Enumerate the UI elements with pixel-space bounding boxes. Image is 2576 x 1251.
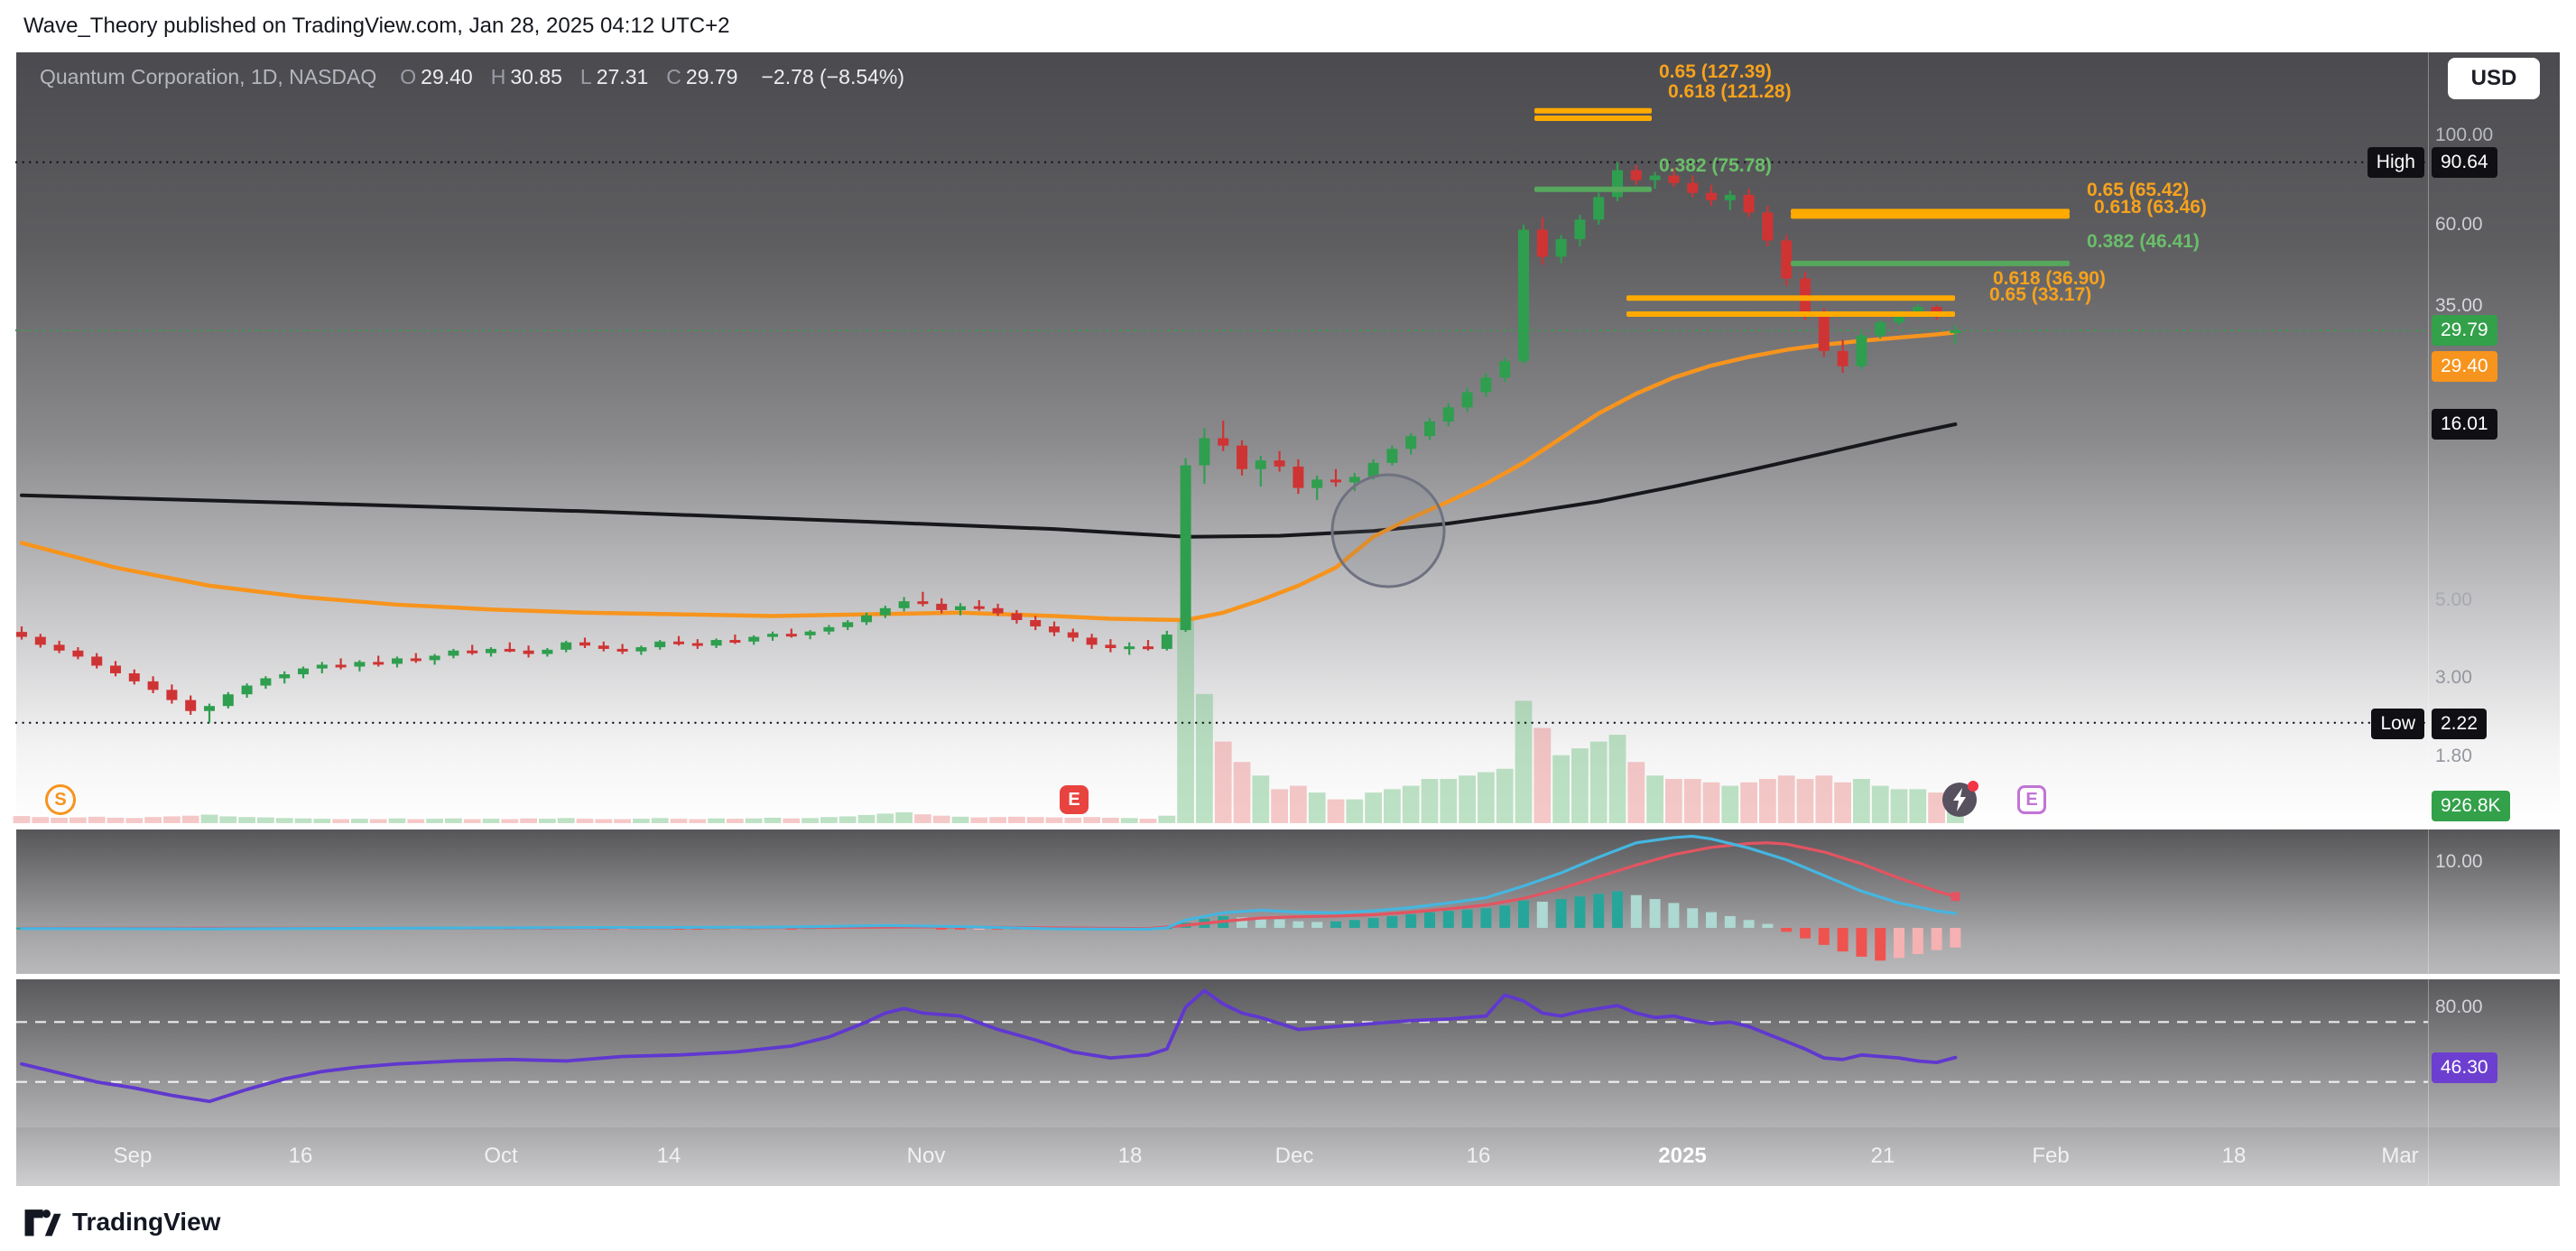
time-axis-label[interactable]: 18 [1117, 1144, 1143, 1168]
ohlc-value: 29.40 [421, 65, 473, 88]
price-axis-label: 80.00 [2435, 996, 2483, 1017]
high-price-tag: High [2367, 147, 2424, 178]
tradingview-logo [24, 1209, 61, 1237]
publish-text: Wave_Theory published on TradingView.com… [23, 14, 730, 38]
time-axis-label[interactable]: Oct [484, 1144, 518, 1168]
ohlc-label: L [579, 65, 592, 88]
low-price-tag: Low [2371, 709, 2424, 739]
fib-level-label: 0.618 (63.46) [2094, 197, 2207, 218]
ohlc-token: C 29.79 [666, 65, 737, 89]
ohlc-value: 30.85 [510, 65, 562, 88]
fib-level-label: 0.618 (36.90) [1993, 268, 2106, 289]
price-axis-pill: 16.01 [2432, 409, 2497, 440]
publish-header: Wave_Theory published on TradingView.com… [0, 0, 2576, 52]
event-marker-earnings[interactable]: E [1060, 785, 1089, 814]
event-marker-splits[interactable]: S [45, 784, 76, 815]
price-axis-separator [2428, 52, 2429, 1186]
rsi-pane[interactable] [16, 979, 2560, 1127]
main-pane[interactable] [16, 52, 2560, 825]
notification-dot [1968, 781, 1978, 792]
ohlc-value: 27.31 [596, 65, 649, 88]
fib-level-label: 0.382 (46.41) [2087, 231, 2200, 252]
price-axis-label: 100.00 [2435, 125, 2494, 145]
change-value: −2.78 (−8.54%) [761, 65, 905, 88]
fib-level-label: 0.65 (65.42) [2087, 180, 2190, 200]
ohlc-values: O 29.40 H 30.85 L 27.31 C 29.79 [400, 65, 737, 89]
ohlc-label: C [666, 65, 681, 88]
price-axis-label: 10.00 [2435, 851, 2483, 872]
price-axis-pill: 2.22 [2432, 709, 2487, 739]
time-axis-label[interactable]: 18 [2221, 1144, 2247, 1168]
event-marker-idea-flash[interactable] [1942, 781, 1978, 817]
time-axis-label[interactable]: Feb [2032, 1144, 2070, 1168]
price-axis-pill: 926.8K [2432, 791, 2510, 821]
ohlc-token: H 30.85 [491, 65, 562, 89]
price-axis-pill: 90.64 [2432, 147, 2497, 178]
brand-text: TradingView [72, 1208, 221, 1236]
ohlc-label: O [400, 65, 417, 88]
price-axis-label: 5.00 [2435, 589, 2472, 610]
time-axis-label[interactable]: 14 [656, 1144, 681, 1168]
ohlc-label: H [490, 65, 506, 88]
ohlc-token: O 29.40 [400, 65, 472, 89]
time-axis-label[interactable]: 16 [288, 1144, 313, 1168]
fib-level-label: 0.382 (75.78) [1659, 155, 1772, 176]
time-axis-label[interactable]: Nov [906, 1144, 946, 1168]
price-axis-label: 3.00 [2435, 667, 2472, 688]
ohlc-token: L 27.31 [580, 65, 648, 89]
time-axis-label[interactable]: Sep [113, 1144, 153, 1168]
fib-level-label: 0.65 (33.17) [1989, 284, 2092, 305]
time-axis-label[interactable]: 21 [1870, 1144, 1895, 1168]
time-axis-label[interactable]: Mar [2381, 1144, 2419, 1168]
fib-level-label: 0.65 (127.39) [1659, 61, 1772, 82]
price-axis-pill: 29.79 [2432, 315, 2497, 346]
price-axis-label: 1.80 [2435, 746, 2472, 766]
lightning-icon [1953, 788, 1966, 811]
price-axis-pill: 29.40 [2432, 351, 2497, 382]
time-axis-label[interactable]: 2025 [1658, 1144, 1707, 1168]
price-axis-label: 60.00 [2435, 214, 2483, 235]
time-axis-label[interactable]: Dec [1274, 1144, 1314, 1168]
symbol-title: Quantum Corporation, 1D, NASDAQ [40, 65, 377, 88]
footer-brand[interactable]: TradingView [22, 1204, 220, 1240]
time-axis-label[interactable]: 16 [1466, 1144, 1491, 1168]
ohlc-value: 29.79 [685, 65, 738, 88]
fib-level-label: 0.618 (121.28) [1668, 81, 1792, 102]
price-axis-pill: 46.30 [2432, 1052, 2497, 1083]
symbol-legend: Quantum Corporation, 1D, NASDAQ O 29.40 H 3… [40, 65, 904, 89]
currency-button[interactable]: USD [2448, 58, 2540, 99]
price-axis-label: 35.00 [2435, 295, 2483, 316]
time-axis-strip[interactable] [16, 1127, 2560, 1186]
event-marker-earnings-upcoming[interactable]: E [2017, 785, 2046, 814]
macd-pane[interactable] [16, 829, 2560, 974]
